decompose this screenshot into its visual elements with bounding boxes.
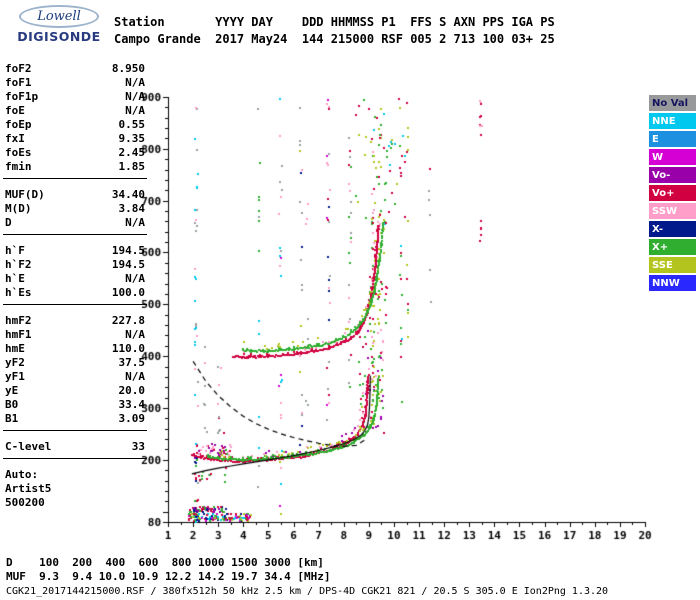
param-label: foE: [5, 104, 25, 117]
param-row: foF2 8.950: [3, 62, 147, 76]
param-label: C-level: [5, 440, 52, 453]
param-label: foEp: [5, 118, 32, 131]
param-label: 500200: [5, 496, 45, 509]
param-label: Artist5: [5, 482, 52, 495]
param-label: yF2: [5, 356, 25, 369]
param-row: Artist5: [3, 482, 147, 496]
param-label: B1: [5, 412, 19, 425]
digisonde-logo: Lowell DIGISONDE: [6, 5, 112, 44]
legend-item: E: [649, 131, 696, 147]
legend-item: X+: [649, 239, 696, 255]
param-label: foF1: [5, 76, 32, 89]
param-label: hmF2: [5, 314, 32, 327]
param-row: 500200: [3, 496, 147, 510]
param-group: Auto: Artist5 500200: [3, 468, 147, 514]
param-label: B0: [5, 398, 19, 411]
legend-item: Vo+: [649, 185, 696, 201]
legend-item: W: [649, 149, 696, 165]
legend-item: NNE: [649, 113, 696, 129]
distance-muf-table: D 100 200 400 600 800 1000 1500 3000 [km…: [6, 556, 331, 584]
param-value: 8.950: [111, 62, 145, 75]
param-label: M(D): [5, 202, 32, 215]
lowell-logo-oval: Lowell: [19, 5, 99, 28]
param-label: hmF1: [5, 328, 32, 341]
legend-item: SSW: [649, 203, 696, 219]
file-info: CGK21_2017144215000.RSF / 380fx512h 50 k…: [6, 586, 609, 597]
param-label: fmin: [5, 160, 32, 173]
legend-item: Vo-: [649, 167, 696, 183]
header-line-labels: Station YYYY DAY DDD HHMMSS P1 FFS S AXN…: [114, 15, 555, 29]
param-label: D: [5, 216, 12, 229]
param-label: Auto:: [5, 468, 39, 481]
param-label: hmE: [5, 342, 25, 355]
header-station-info: Station YYYY DAY DDD HHMMSS P1 FFS S AXN…: [114, 14, 555, 48]
param-row: Auto:: [3, 468, 147, 482]
header-line-values: Campo Grande 2017 May24 144 215000 RSF 0…: [114, 32, 555, 46]
param-label: h`F: [5, 244, 25, 257]
legend-item: X-: [649, 221, 696, 237]
distance-row: D 100 200 400 600 800 1000 1500 3000 [km…: [6, 556, 324, 569]
param-label: fxI: [5, 132, 25, 145]
logo-brand-top: Lowell: [37, 9, 81, 24]
logo-brand-bottom: DIGISONDE: [17, 29, 101, 44]
param-label: h`Es: [5, 286, 32, 299]
param-label: foF1p: [5, 90, 39, 103]
param-label: h`E: [5, 272, 25, 285]
legend-item: NNW: [649, 275, 696, 291]
param-label: MUF(D): [5, 188, 45, 201]
param-label: yF1: [5, 370, 25, 383]
legend-item: No Val: [649, 95, 696, 111]
param-label: yE: [5, 384, 19, 397]
muf-row: MUF 9.3 9.4 10.0 10.9 12.2 14.2 19.7 34.…: [6, 570, 331, 583]
param-label: foF2: [5, 62, 32, 75]
direction-legend: No Val NNE E W Vo- Vo+ SSW X- X+ SSE NNW: [649, 95, 696, 293]
legend-item: SSE: [649, 257, 696, 273]
param-label: h`F2: [5, 258, 32, 271]
param-label: foEs: [5, 146, 32, 159]
ionogram-canvas: [118, 84, 678, 554]
